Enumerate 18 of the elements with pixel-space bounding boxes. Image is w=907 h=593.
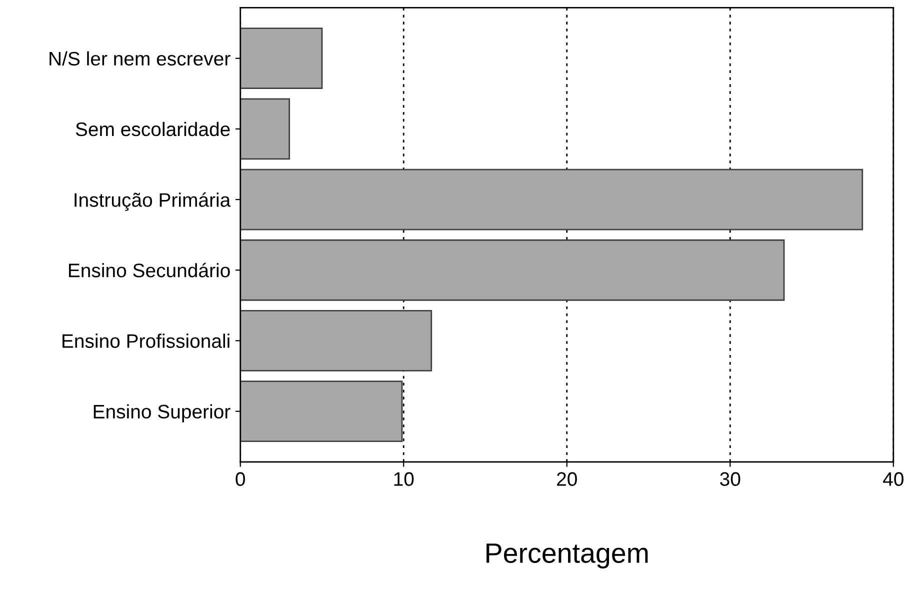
x-tick-label: 0 [236,472,245,486]
x-axis-title: Percentagem [486,544,648,568]
bar [240,239,785,301]
bar [240,168,864,230]
bar [240,28,323,90]
y-tick-label: Sem escolaridade [76,122,230,136]
x-tick-label: 40 [883,472,904,486]
y-tick-label: N/S ler nem escrever [50,51,230,66]
y-tick-label: Ensino Profissionali [62,334,230,348]
x-tick-label: 20 [557,472,577,486]
y-tick-label: Instrução Primária [74,192,231,211]
x-tick-label: 10 [394,472,414,486]
y-tick-label: Ensino Superior [94,404,230,422]
bar [240,98,290,160]
x-tick-label: 30 [720,472,740,486]
y-tick-label: Ensino Secundário [69,262,230,278]
bar [240,310,432,372]
bar [240,380,403,442]
